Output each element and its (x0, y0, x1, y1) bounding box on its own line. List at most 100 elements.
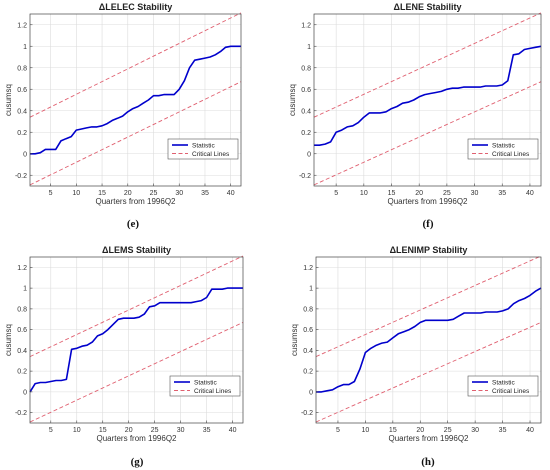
y-tick-label: 0.8 (301, 65, 311, 72)
x-tick-label: 35 (498, 190, 506, 197)
chart-panel-1: 5 10 15 20 25 30 35 40 -0.2 0 0.2 0.4 0.6 0.8 1 1.2 ΔLEL… (4, 2, 242, 230)
x-tick-label: 25 (443, 190, 451, 197)
x-tick-label: 10 (361, 427, 369, 434)
x-tick-label: 20 (416, 427, 424, 434)
chart-panel-4: 5 10 15 20 25 30 35 40 -0.2 0 0.2 0.4 0.6 0.8 1 1.2 ΔLEN… (290, 245, 542, 468)
plot-area (314, 14, 541, 186)
axes-frame (315, 256, 542, 424)
legend-label-critical: Critical Lines (194, 388, 232, 395)
y-tick-label: 0 (307, 151, 311, 158)
x-tick-label: 40 (227, 190, 235, 197)
y-tick-label: 1 (309, 286, 313, 293)
y-axis-label: cusumsq (290, 324, 299, 356)
y-tick-label: 0.8 (17, 306, 27, 313)
y-axis-label: cusumsq (4, 324, 13, 356)
x-tick-label: 5 (334, 190, 338, 197)
y-axis-label: cusumsq (4, 84, 13, 116)
x-tick-label: 25 (150, 190, 158, 197)
x-tick-label: 30 (471, 190, 479, 197)
axes-frame (313, 13, 542, 187)
y-tick-label: 1.2 (17, 22, 27, 29)
y-tick-label: 0 (23, 389, 27, 396)
x-tick-label: 30 (175, 190, 183, 197)
panel-caption: (f) (423, 218, 434, 230)
x-tick-label: 35 (203, 427, 211, 434)
series-line-critical-lower (313, 81, 542, 186)
chart-title: ΔLENIMP Stability (390, 245, 468, 255)
y-tick-label: 1.2 (17, 265, 27, 272)
y-tick-label: 0.2 (303, 369, 313, 376)
x-tick-label: 25 (151, 427, 159, 434)
y-tick-label: 0.4 (17, 108, 27, 115)
series-line-critical-lower (315, 321, 542, 423)
axes-frame (29, 13, 242, 187)
x-tick-label: 35 (499, 427, 507, 434)
panel-caption: (e) (127, 218, 140, 230)
axes-frame (29, 256, 244, 424)
legend-box (167, 138, 239, 160)
chart-title: ΔLENE Stability (394, 2, 462, 12)
plot-area (30, 14, 241, 186)
y-tick-label: 0 (309, 389, 313, 396)
y-tick-label: 0.4 (301, 108, 311, 115)
y-tick-label: 0.2 (17, 130, 27, 137)
legend-label-critical: Critical Lines (492, 388, 530, 395)
x-tick-label: 5 (49, 190, 53, 197)
series-line-statistic (314, 45, 542, 146)
x-tick-label: 15 (389, 427, 397, 434)
y-tick-label: 0 (23, 151, 27, 158)
series-line-critical-upper (313, 12, 542, 118)
x-tick-label: 30 (177, 427, 185, 434)
legend-label-critical: Critical Lines (192, 151, 230, 158)
legend-label-statistic: Statistic (194, 379, 218, 386)
y-tick-label: -0.2 (301, 410, 313, 417)
x-tick-label: 5 (49, 427, 53, 434)
chart-panel-3: 5 10 15 20 25 30 35 40 -0.2 0 0.2 0.4 0.6 0.8 1 1.2 ΔLEM… (4, 245, 244, 468)
x-tick-label: 20 (124, 190, 132, 197)
panel-caption: (h) (421, 456, 435, 468)
x-tick-label: 40 (526, 190, 534, 197)
y-tick-label: -0.2 (15, 173, 27, 180)
series-line-critical-upper (29, 12, 242, 118)
x-tick-label: 10 (73, 427, 81, 434)
series-line-critical-upper (315, 255, 542, 358)
y-tick-label: 0.8 (303, 306, 313, 313)
y-tick-label: 0.2 (17, 369, 27, 376)
x-tick-label: 10 (360, 190, 368, 197)
series-line-critical-lower (29, 321, 244, 423)
x-tick-label: 20 (415, 190, 423, 197)
x-tick-label: 40 (229, 427, 237, 434)
series-line-critical-lower (29, 81, 242, 186)
y-tick-label: 0.6 (303, 327, 313, 334)
y-tick-label: 1 (307, 44, 311, 51)
chart-title: ΔLEMS Stability (102, 245, 171, 255)
x-axis-label: Quarters from 1996Q2 (388, 434, 469, 443)
legend: Statistic Critical Lines (467, 375, 539, 397)
legend-label-statistic: Statistic (492, 142, 516, 149)
legend-box (467, 375, 539, 397)
plot-area (316, 257, 541, 423)
x-tick-label: 10 (72, 190, 80, 197)
x-tick-label: 20 (125, 427, 133, 434)
legend-label-critical: Critical Lines (492, 151, 530, 158)
y-tick-label: 1.2 (303, 265, 313, 272)
legend: Statistic Critical Lines (467, 138, 539, 160)
series-line-statistic (29, 287, 243, 393)
x-tick-label: 35 (201, 190, 209, 197)
chart-title: ΔLELEC Stability (99, 2, 172, 12)
legend-label-statistic: Statistic (492, 379, 516, 386)
x-axis-label: Quarters from 1996Q2 (387, 197, 468, 206)
x-tick-label: 25 (444, 427, 452, 434)
y-tick-label: 0.8 (17, 65, 27, 72)
y-tick-label: 0.6 (17, 327, 27, 334)
series-line-statistic (30, 45, 241, 155)
series-line-statistic (316, 287, 542, 393)
y-tick-label: 0.6 (17, 87, 27, 94)
legend: Statistic Critical Lines (169, 375, 241, 397)
x-tick-label: 5 (336, 427, 340, 434)
x-tick-label: 40 (526, 427, 534, 434)
x-axis-label: Quarters from 1996Q2 (96, 434, 177, 443)
y-tick-label: 1 (23, 286, 27, 293)
y-tick-label: -0.2 (15, 410, 27, 417)
